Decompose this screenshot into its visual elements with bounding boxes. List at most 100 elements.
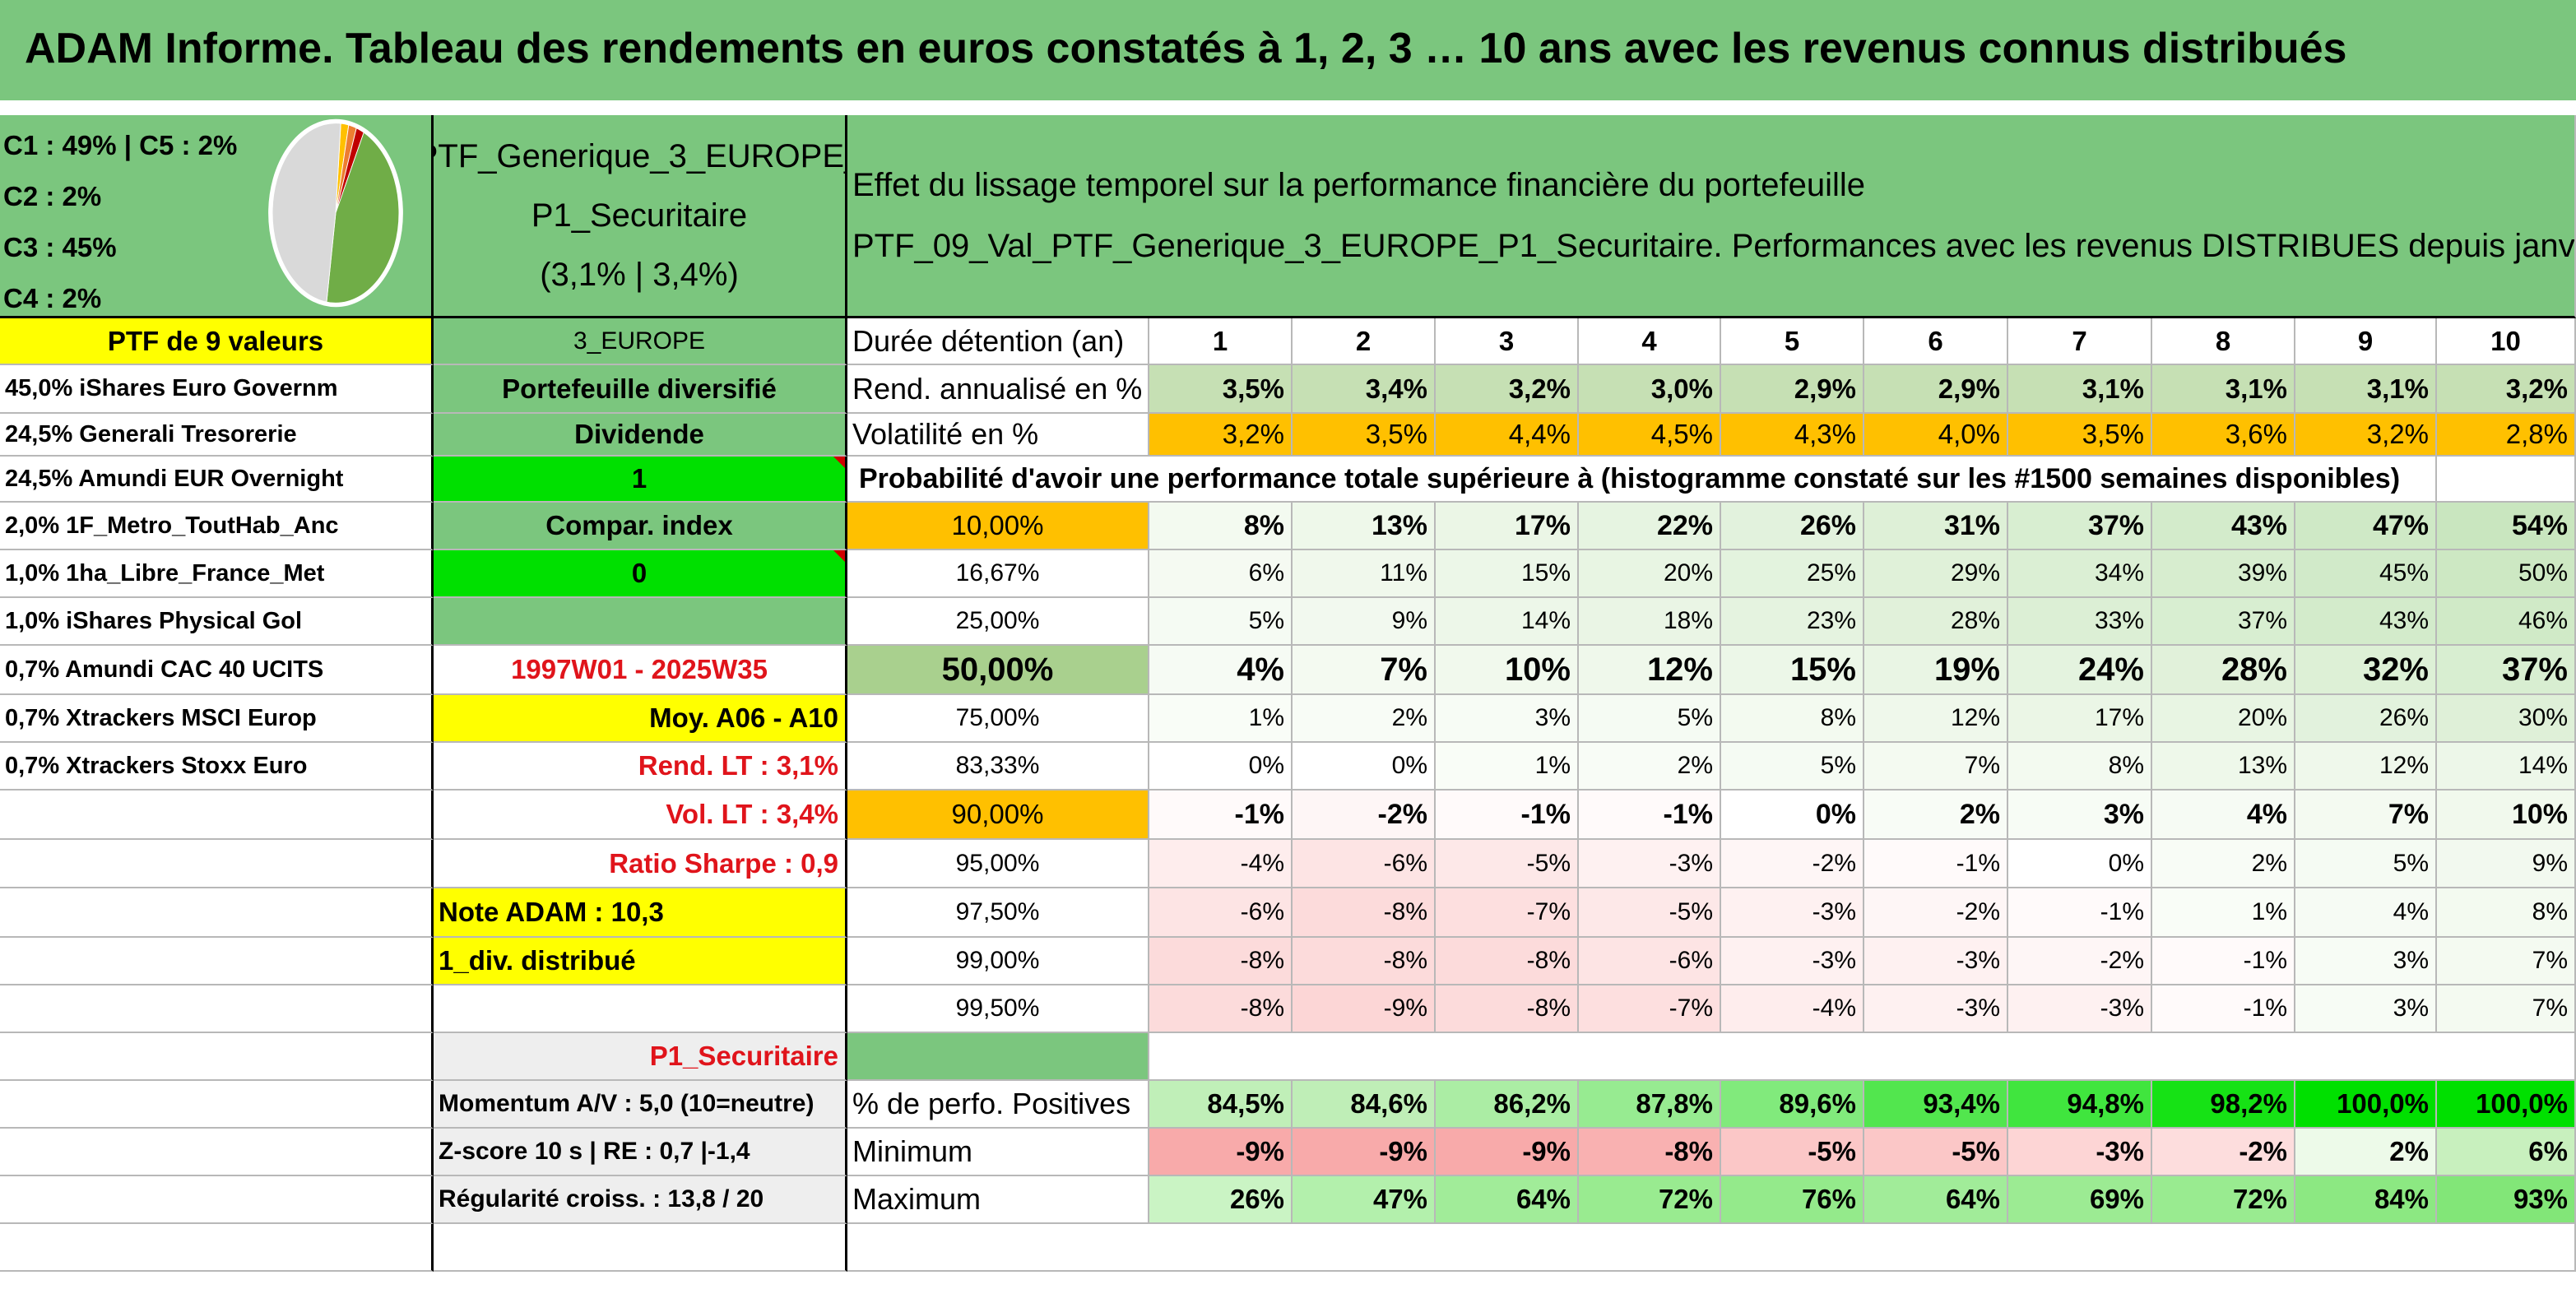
year-header[interactable]: 9 bbox=[2295, 318, 2437, 365]
probability-value[interactable]: 0% bbox=[1721, 791, 1864, 840]
dividende-label[interactable]: Dividende bbox=[434, 414, 847, 457]
probability-value[interactable]: 0% bbox=[2008, 840, 2152, 888]
probability-value[interactable]: 2% bbox=[1293, 695, 1436, 743]
zscore-info[interactable]: Z-score 10 s | RE : 0,7 |-1,4 bbox=[434, 1129, 847, 1176]
probability-value[interactable]: 7% bbox=[1293, 646, 1436, 695]
probability-value[interactable]: 10% bbox=[1436, 646, 1579, 695]
zone-label[interactable]: 3_EUROPE bbox=[434, 318, 847, 365]
holding-item[interactable]: 0,7% Xtrackers MSCI Europ bbox=[0, 695, 434, 743]
year-header[interactable]: 1 bbox=[1149, 318, 1293, 365]
probability-value[interactable]: 5% bbox=[1149, 598, 1293, 646]
empty-cell[interactable] bbox=[847, 1033, 1149, 1081]
empty-cell[interactable] bbox=[0, 1033, 434, 1081]
probability-value[interactable]: 20% bbox=[1579, 550, 1721, 598]
holding-item[interactable]: 45,0% iShares Euro Governm bbox=[0, 365, 434, 414]
minimum-value[interactable]: -2% bbox=[2152, 1129, 2295, 1176]
volatility-value[interactable]: 2,8% bbox=[2437, 414, 2576, 457]
probability-value[interactable]: 18% bbox=[1579, 598, 1721, 646]
probability-value[interactable]: 47% bbox=[2295, 503, 2437, 550]
probability-threshold[interactable]: 10,00% bbox=[847, 503, 1149, 550]
probability-value[interactable]: 26% bbox=[2295, 695, 2437, 743]
minimum-value[interactable]: -9% bbox=[1293, 1129, 1436, 1176]
probability-value[interactable]: -8% bbox=[1149, 938, 1293, 985]
empty-cell[interactable] bbox=[0, 840, 434, 888]
probability-value[interactable]: 13% bbox=[2152, 743, 2295, 791]
probability-value[interactable]: -5% bbox=[1436, 840, 1579, 888]
probability-value[interactable]: 7% bbox=[2437, 985, 2576, 1033]
volatility-value[interactable]: 3,2% bbox=[2295, 414, 2437, 457]
volatility-value[interactable]: 3,2% bbox=[1149, 414, 1293, 457]
probability-value[interactable]: 1% bbox=[1149, 695, 1293, 743]
annual-return-value[interactable]: 3,2% bbox=[2437, 365, 2576, 414]
minimum-value[interactable]: -3% bbox=[2008, 1129, 2152, 1176]
volatility-value[interactable]: 3,6% bbox=[2152, 414, 2295, 457]
probability-value[interactable]: -2% bbox=[1864, 888, 2008, 938]
probability-value[interactable]: -1% bbox=[1149, 791, 1293, 840]
volatility-value[interactable]: 3,5% bbox=[1293, 414, 1436, 457]
probability-value[interactable]: 8% bbox=[1721, 695, 1864, 743]
probability-value[interactable]: 31% bbox=[1864, 503, 2008, 550]
probability-value[interactable]: 19% bbox=[1864, 646, 2008, 695]
positive-perf-value[interactable]: 100,0% bbox=[2295, 1081, 2437, 1129]
probability-value[interactable]: -1% bbox=[2152, 938, 2295, 985]
probability-value[interactable]: -8% bbox=[1436, 938, 1579, 985]
annual-return-value[interactable]: 2,9% bbox=[1864, 365, 2008, 414]
probability-value[interactable]: 37% bbox=[2008, 503, 2152, 550]
empty-cell[interactable] bbox=[0, 1224, 434, 1272]
probability-value[interactable]: 8% bbox=[2437, 888, 2576, 938]
volatility-value[interactable]: 4,3% bbox=[1721, 414, 1864, 457]
probability-value[interactable]: 24% bbox=[2008, 646, 2152, 695]
empty-cell[interactable] bbox=[434, 598, 847, 646]
minimum-value[interactable]: -5% bbox=[1721, 1129, 1864, 1176]
probability-value[interactable]: 2% bbox=[1579, 743, 1721, 791]
holding-item[interactable]: 2,0% 1F_Metro_ToutHab_Anc bbox=[0, 503, 434, 550]
probability-value[interactable]: 23% bbox=[1721, 598, 1864, 646]
probability-value[interactable]: 14% bbox=[1436, 598, 1579, 646]
probability-value[interactable]: 37% bbox=[2152, 598, 2295, 646]
probability-value[interactable]: -6% bbox=[1293, 840, 1436, 888]
probability-value[interactable]: 28% bbox=[1864, 598, 2008, 646]
maximum-value[interactable]: 93% bbox=[2437, 1176, 2576, 1224]
probability-value[interactable]: 7% bbox=[1864, 743, 2008, 791]
probability-threshold[interactable]: 95,00% bbox=[847, 840, 1149, 888]
probability-threshold[interactable]: 25,00% bbox=[847, 598, 1149, 646]
probability-value[interactable]: -7% bbox=[1579, 985, 1721, 1033]
probability-value[interactable]: 5% bbox=[1579, 695, 1721, 743]
maximum-value[interactable]: 72% bbox=[1579, 1176, 1721, 1224]
empty-cell[interactable] bbox=[434, 985, 847, 1033]
positive-perf-value[interactable]: 100,0% bbox=[2437, 1081, 2576, 1129]
minimum-value[interactable]: -9% bbox=[1436, 1129, 1579, 1176]
probability-value[interactable]: 25% bbox=[1721, 550, 1864, 598]
year-header[interactable]: 7 bbox=[2008, 318, 2152, 365]
annual-return-value[interactable]: 3,5% bbox=[1149, 365, 1293, 414]
empty-cell[interactable] bbox=[0, 1081, 434, 1129]
volatility-value[interactable]: 4,5% bbox=[1579, 414, 1721, 457]
volatility-value[interactable]: 4,0% bbox=[1864, 414, 2008, 457]
probability-value[interactable]: 43% bbox=[2295, 598, 2437, 646]
empty-cell[interactable] bbox=[1149, 1033, 2576, 1081]
probability-value[interactable]: -8% bbox=[1436, 985, 1579, 1033]
probability-value[interactable]: -2% bbox=[2008, 938, 2152, 985]
positive-perf-value[interactable]: 84,5% bbox=[1149, 1081, 1293, 1129]
risk-profile[interactable]: P1_Securitaire bbox=[434, 1033, 847, 1081]
probability-value[interactable]: 46% bbox=[2437, 598, 2576, 646]
annual-return-value[interactable]: 2,9% bbox=[1721, 365, 1864, 414]
empty-cell[interactable] bbox=[0, 888, 434, 938]
probability-value[interactable]: -7% bbox=[1436, 888, 1579, 938]
probability-value[interactable]: 34% bbox=[2008, 550, 2152, 598]
empty-cell[interactable] bbox=[0, 791, 434, 840]
dividende-value[interactable]: 1 bbox=[434, 457, 847, 503]
probability-value[interactable]: -1% bbox=[2008, 888, 2152, 938]
minimum-value[interactable]: 6% bbox=[2437, 1129, 2576, 1176]
holding-item[interactable]: 1,0% iShares Physical Gol bbox=[0, 598, 434, 646]
holding-item[interactable]: 0,7% Amundi CAC 40 UCITS bbox=[0, 646, 434, 695]
probability-value[interactable]: -3% bbox=[1579, 840, 1721, 888]
probability-value[interactable]: 3% bbox=[2295, 938, 2437, 985]
probability-value[interactable]: 5% bbox=[2295, 840, 2437, 888]
minimum-value[interactable]: 2% bbox=[2295, 1129, 2437, 1176]
positive-perf-value[interactable]: 94,8% bbox=[2008, 1081, 2152, 1129]
probability-value[interactable]: 6% bbox=[1149, 550, 1293, 598]
portfolio-type[interactable]: Portefeuille diversifié bbox=[434, 365, 847, 414]
empty-cell[interactable] bbox=[0, 985, 434, 1033]
maximum-value[interactable]: 76% bbox=[1721, 1176, 1864, 1224]
